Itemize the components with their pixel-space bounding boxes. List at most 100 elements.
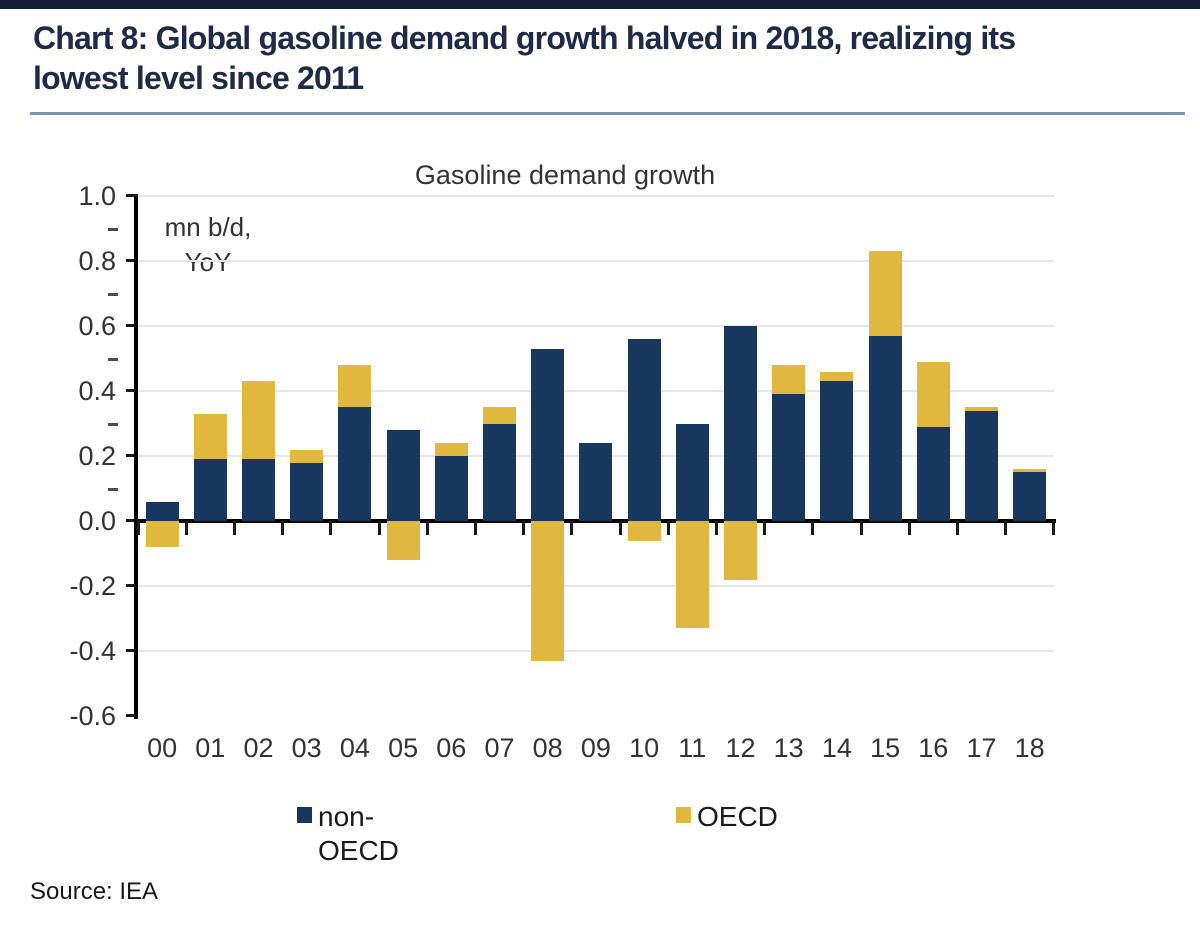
bar-segment-non-oecd-05 xyxy=(386,430,420,521)
bar-segment-oecd-00 xyxy=(145,521,179,547)
x-axis-label: 07 xyxy=(484,733,515,763)
oecd-swatch-icon xyxy=(676,807,691,823)
x-axis-tick xyxy=(811,521,815,535)
x-axis-tick xyxy=(425,521,429,535)
x-axis-label: 17 xyxy=(966,733,997,763)
bar-segment-non-oecd-14 xyxy=(820,381,854,521)
x-axis-label: 05 xyxy=(388,733,419,763)
bar-segment-non-oecd-10 xyxy=(627,339,661,521)
bar-segment-non-oecd-15 xyxy=(868,335,902,521)
unit-annotation-line2: YoY xyxy=(184,247,232,277)
x-axis-label: 08 xyxy=(532,733,563,763)
bar-segment-non-oecd-07 xyxy=(483,423,516,521)
report-title-line1: Chart 8: Global gasoline demand growth h… xyxy=(33,20,1016,56)
bar-segment-oecd-02 xyxy=(242,381,275,460)
bar-segment-non-oecd-01 xyxy=(193,459,227,521)
x-axis-label: 09 xyxy=(580,733,611,763)
gridline xyxy=(138,325,1054,327)
y-axis-minor-tick xyxy=(108,292,118,296)
y-axis-label: -0.4 xyxy=(69,636,116,666)
y-axis-major-tick xyxy=(126,454,138,457)
bar-segment-non-oecd-17 xyxy=(965,410,998,521)
x-axis-tick xyxy=(714,521,718,535)
y-axis-minor-tick xyxy=(108,422,118,426)
bar-segment-oecd-07 xyxy=(483,407,516,424)
x-axis-tick xyxy=(232,521,236,535)
source-note: Source: IEA xyxy=(30,878,159,905)
y-axis-label: 0.0 xyxy=(78,506,116,536)
bar-segment-oecd-16 xyxy=(916,361,950,427)
bar-segment-non-oecd-00 xyxy=(145,501,179,521)
gridline xyxy=(138,390,1054,392)
x-axis-tick xyxy=(955,521,959,535)
x-axis-tick xyxy=(1052,521,1056,535)
bar-segment-non-oecd-02 xyxy=(242,459,275,521)
bar-segment-oecd-12 xyxy=(724,521,757,580)
y-axis-label: 0.8 xyxy=(78,246,116,276)
x-axis-tick xyxy=(184,521,188,535)
y-axis-major-tick xyxy=(126,714,138,717)
x-axis-label: 12 xyxy=(725,733,756,763)
bar-segment-non-oecd-13 xyxy=(772,394,806,521)
x-axis-label: 16 xyxy=(918,733,949,763)
y-axis-unit-annotation: mn b/d, YoY xyxy=(148,210,268,280)
bar-segment-non-oecd-12 xyxy=(724,326,757,521)
x-axis-tick xyxy=(666,521,670,535)
bar-segment-oecd-04 xyxy=(338,365,372,408)
x-axis-tick xyxy=(763,521,767,535)
x-axis-label: 18 xyxy=(1014,733,1045,763)
bar-segment-oecd-17 xyxy=(965,407,998,411)
x-axis-label: 14 xyxy=(821,733,852,763)
bar-segment-non-oecd-11 xyxy=(675,423,709,521)
x-axis-tick xyxy=(281,521,285,535)
x-axis-tick xyxy=(473,521,477,535)
bar-segment-oecd-06 xyxy=(434,443,468,456)
x-axis-label: 01 xyxy=(195,733,226,763)
bar-segment-oecd-05 xyxy=(386,521,420,560)
bar-segment-oecd-01 xyxy=(193,413,227,460)
y-axis-major-tick xyxy=(126,649,138,652)
y-axis-minor-tick xyxy=(108,357,118,361)
y-axis-label: -0.6 xyxy=(69,701,116,731)
top-border-bar xyxy=(0,0,1200,9)
bar-segment-non-oecd-08 xyxy=(531,348,565,521)
y-axis-minor-tick xyxy=(108,227,118,231)
x-axis-tick xyxy=(859,521,863,535)
bar-segment-oecd-14 xyxy=(820,371,854,382)
x-axis-label: 03 xyxy=(291,733,322,763)
bar-segment-oecd-18 xyxy=(1013,469,1047,473)
bar-segment-non-oecd-06 xyxy=(434,456,468,521)
title-divider-rule xyxy=(30,112,1185,115)
y-axis-major-tick xyxy=(126,519,138,522)
x-axis-label: 06 xyxy=(436,733,467,763)
non-oecd-swatch-icon xyxy=(297,807,312,823)
bar-segment-non-oecd-09 xyxy=(579,443,613,521)
y-axis-line xyxy=(134,196,138,719)
bar-segment-non-oecd-03 xyxy=(290,462,324,521)
x-axis-tick xyxy=(570,521,574,535)
x-axis-tick xyxy=(329,521,333,535)
y-axis-minor-tick xyxy=(108,487,118,491)
bar-segment-oecd-13 xyxy=(772,365,806,395)
y-axis-major-tick xyxy=(126,584,138,587)
gridline xyxy=(138,195,1054,197)
x-axis-label: 10 xyxy=(629,733,660,763)
bar-segment-oecd-10 xyxy=(627,521,661,541)
report-title: Chart 8: Global gasoline demand growth h… xyxy=(33,18,1183,98)
x-axis-label: 11 xyxy=(678,733,707,763)
y-axis-major-tick xyxy=(126,324,138,327)
bar-segment-non-oecd-04 xyxy=(338,407,372,521)
y-axis-major-tick xyxy=(126,194,138,197)
legend-label-oecd: OECD xyxy=(697,801,778,832)
y-axis-major-tick xyxy=(126,389,138,392)
x-axis-zero-line xyxy=(134,519,1056,523)
gridline xyxy=(138,650,1054,652)
x-axis-tick xyxy=(377,521,381,535)
chart-title: Gasoline demand growth xyxy=(414,160,716,190)
x-axis-tick xyxy=(136,521,140,535)
bar-segment-non-oecd-18 xyxy=(1013,472,1047,521)
y-axis-label: 0.2 xyxy=(78,441,116,471)
y-axis-label: -0.2 xyxy=(69,571,116,601)
bar-segment-oecd-08 xyxy=(531,521,565,661)
x-axis-tick xyxy=(1004,521,1008,535)
